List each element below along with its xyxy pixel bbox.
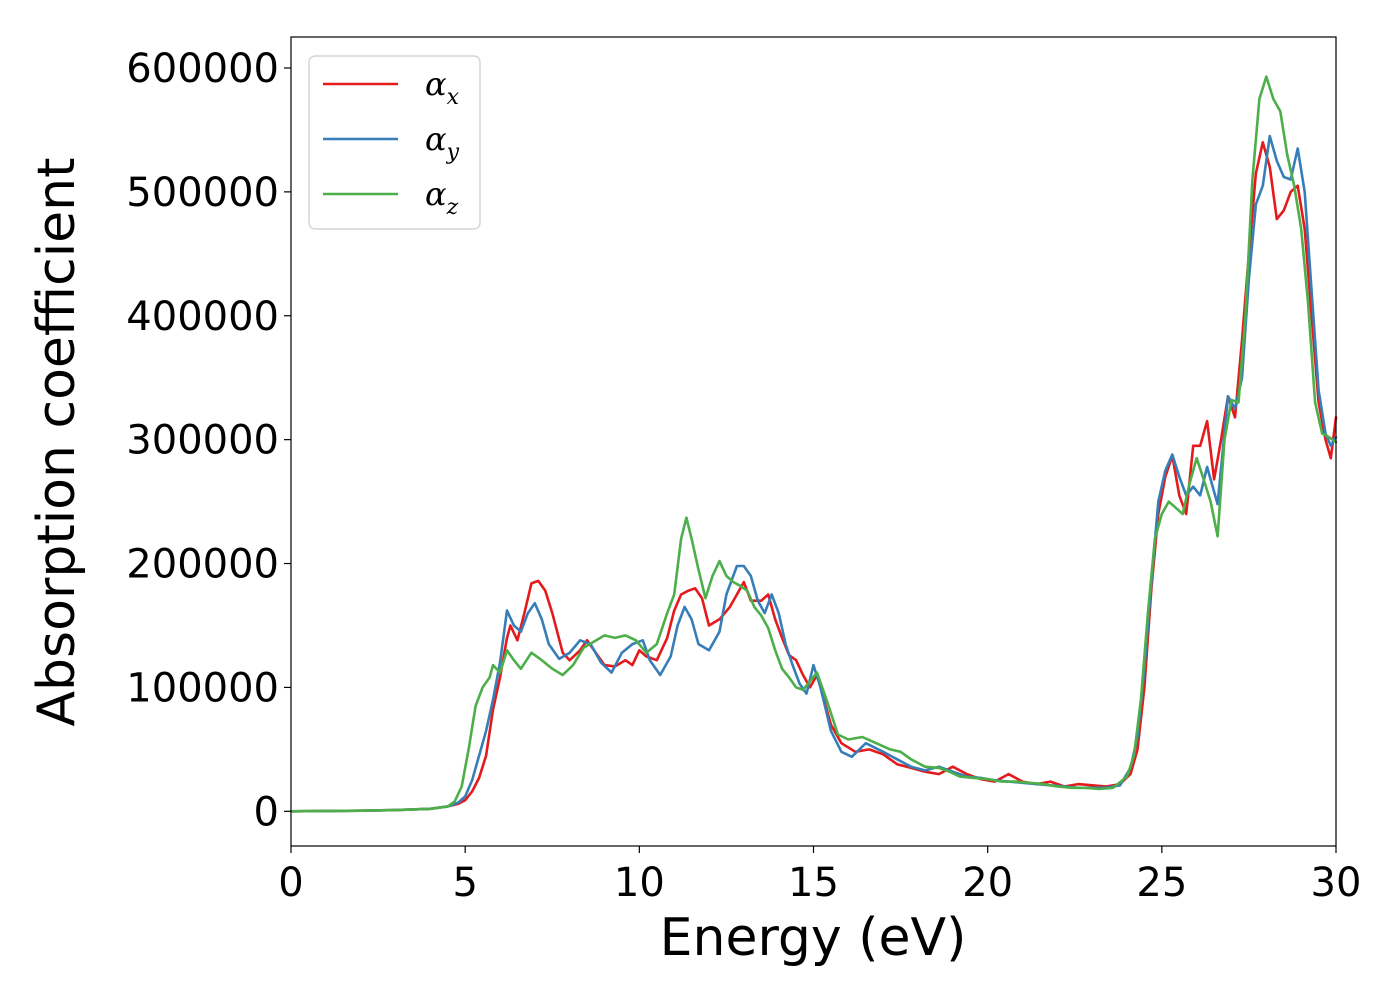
- legend-symbol: α: [425, 65, 447, 103]
- y-tick-label: 100000: [126, 665, 279, 711]
- y-tick-label: 200000: [126, 542, 279, 588]
- x-tick-label: 20: [962, 860, 1013, 906]
- x-tick-label: 25: [1136, 860, 1187, 906]
- y-tick-label: 600000: [126, 46, 279, 92]
- x-tick-label: 15: [788, 860, 839, 906]
- x-tick-label: 0: [278, 860, 303, 906]
- x-axis-ticks: 0 5 10 15 20 25 30: [278, 846, 1361, 906]
- y-axis-label: Absorption coefficient: [27, 157, 87, 726]
- series-line-z: [289, 75, 1338, 813]
- y-tick-label: 300000: [126, 418, 279, 464]
- legend-subscript: x: [447, 85, 460, 110]
- x-tick-label: 10: [614, 860, 665, 906]
- legend-label-z: αz: [425, 175, 459, 220]
- y-tick-label: 500000: [126, 170, 279, 216]
- x-axis-label: Energy (eV): [660, 908, 967, 968]
- y-tick-label: 0: [254, 789, 279, 835]
- y-tick-label: 400000: [126, 294, 279, 340]
- legend-symbol: α: [425, 175, 447, 213]
- y-axis-ticks: 0 100000 200000 300000 400000 500000 600000: [126, 46, 291, 835]
- x-tick-label: 30: [1311, 860, 1362, 906]
- legend-label-y: αy: [425, 120, 460, 165]
- legend-subscript: y: [446, 140, 460, 165]
- x-tick-label: 5: [452, 860, 477, 906]
- legend-symbol: α: [425, 120, 447, 158]
- legend-label-x: αx: [425, 65, 460, 110]
- legend-box: [308, 55, 481, 230]
- legend-subscript: z: [446, 195, 459, 220]
- series-line-y: [289, 134, 1338, 813]
- series-layer: [289, 75, 1338, 813]
